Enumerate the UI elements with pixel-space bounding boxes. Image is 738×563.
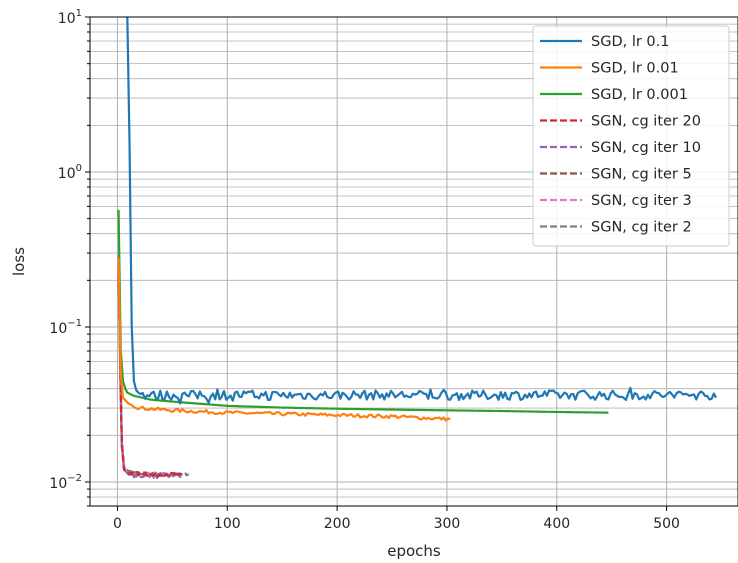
y-tick-label: 100: [58, 163, 82, 182]
x-tick-label: 300: [434, 516, 461, 532]
axis-ticks: 0 100 200 300 400 500 10−2 10−1 100 101: [49, 8, 680, 532]
legend: SGD, lr 0.1 SGD, lr 0.01 SGD, lr 0.001 SGN,…: [532, 25, 730, 247]
legend-entry: SGN, cg iter 2: [591, 220, 692, 236]
legend-entry: SGN, cg iter 20: [591, 114, 701, 130]
y-tick-label: 10−1: [49, 318, 82, 337]
x-tick-label: 400: [543, 516, 570, 532]
plot-frame: [89, 16, 738, 507]
x-tick-label: 100: [214, 516, 241, 532]
legend-box: [532, 25, 730, 247]
series-lines: [117, 16, 718, 480]
legend-entry: SGD, lr 0.001: [591, 87, 688, 103]
series-line: [117, 257, 451, 422]
legend-entry: SGN, cg iter 5: [591, 167, 692, 183]
x-tick-label: 0: [113, 516, 122, 532]
series-line: [117, 209, 609, 414]
x-tick-label: 200: [324, 516, 351, 532]
series-line: [126, 16, 718, 405]
x-tick-label: 500: [653, 516, 680, 532]
y-axis-label: loss: [10, 247, 28, 276]
legend-entry: SGN, cg iter 10: [591, 140, 701, 156]
legend-entry: SGD, lr 0.1: [591, 34, 669, 50]
y-tick-label: 10−2: [49, 473, 82, 492]
legend-entry: SGD, lr 0.01: [591, 61, 679, 77]
legend-entry: SGN, cg iter 3: [591, 193, 692, 209]
series-line: [117, 265, 184, 478]
x-axis-label: epochs: [387, 542, 441, 560]
y-tick-label: 101: [58, 8, 82, 27]
